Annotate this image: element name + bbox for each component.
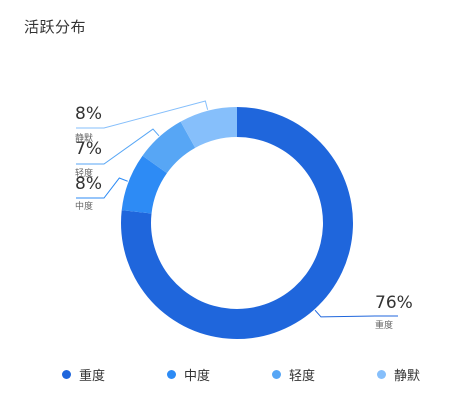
- data-label-silent: 8%: [75, 104, 102, 124]
- category-label-heavy: 重度: [375, 319, 393, 331]
- legend-item-light[interactable]: 轻度: [272, 365, 315, 384]
- category-label-light: 轻度: [75, 167, 93, 179]
- leader-line-medium: [76, 177, 128, 199]
- legend-swatch-heavy: [62, 370, 71, 379]
- legend-item-medium[interactable]: 中度: [167, 365, 210, 384]
- slice-silent[interactable]: [180, 107, 237, 148]
- category-label-silent: 静默: [75, 132, 93, 144]
- legend-swatch-light: [272, 370, 281, 379]
- data-label-light: 7%: [75, 139, 102, 159]
- category-label-medium: 中度: [75, 200, 93, 212]
- legend-item-silent[interactable]: 静默: [377, 365, 420, 384]
- legend-label-light: 轻度: [289, 369, 316, 384]
- leader-line-silent: [76, 100, 209, 129]
- legend-swatch-silent: [377, 370, 386, 379]
- chart-legend: 重度 中度 轻度 静默: [0, 365, 457, 385]
- data-label-medium: 8%: [75, 174, 102, 194]
- slice-medium[interactable]: [121, 155, 167, 214]
- legend-label-silent: 静默: [394, 369, 421, 384]
- slice-light[interactable]: [142, 121, 196, 174]
- legend-swatch-medium: [167, 370, 176, 379]
- chart-title: 活跃分布: [24, 18, 87, 36]
- legend-item-heavy[interactable]: 重度: [62, 365, 105, 384]
- leader-line-heavy: [314, 309, 398, 318]
- legend-label-heavy: 重度: [79, 369, 106, 384]
- data-label-heavy: 76%: [375, 293, 413, 313]
- legend-label-medium: 中度: [184, 369, 211, 384]
- leader-line-light: [76, 128, 160, 165]
- donut-chart: 76%重度8%中度7%轻度8%静默: [75, 100, 413, 339]
